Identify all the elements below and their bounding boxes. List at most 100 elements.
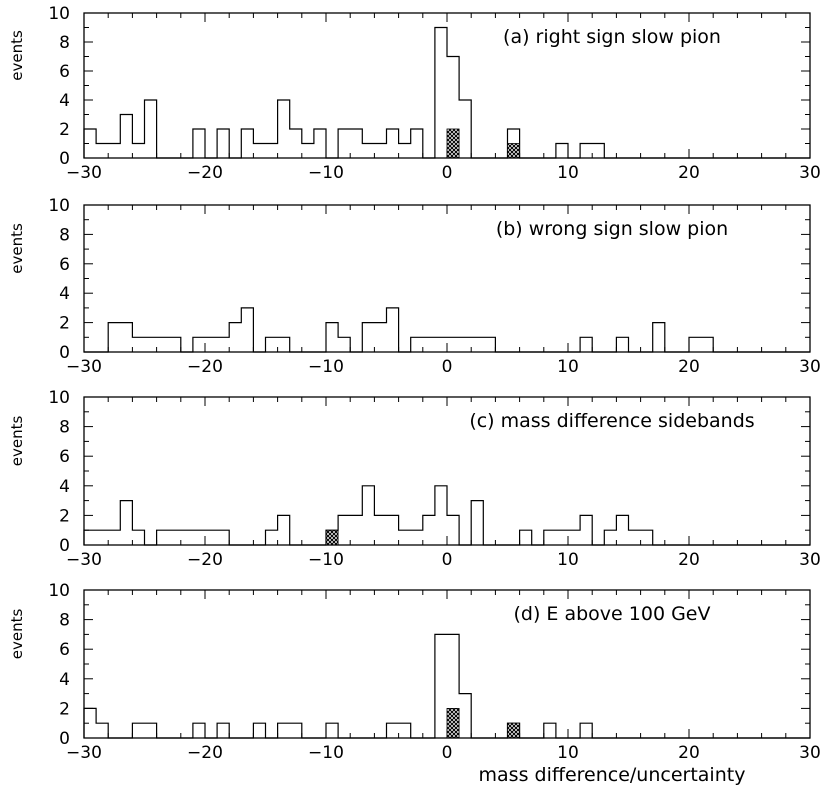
histogram-bin <box>338 337 350 352</box>
shaded-histogram-bin <box>446 128 460 159</box>
plot-frame <box>83 396 811 546</box>
x-axis-label: mass difference/uncertainty <box>479 764 746 786</box>
histogram-bin <box>157 337 169 352</box>
x-tick-label: 10 <box>557 357 579 377</box>
histogram-bin <box>435 634 447 738</box>
histogram-bin <box>132 337 144 352</box>
histogram-bin <box>169 530 181 545</box>
plot-frame <box>83 204 811 353</box>
histogram-bin <box>580 144 592 159</box>
histogram-bin <box>362 144 374 159</box>
y-tick-label: 8 <box>59 33 70 53</box>
histogram-bin <box>580 515 592 545</box>
x-tick-label: 30 <box>799 357 821 377</box>
y-tick-label: 2 <box>59 506 70 526</box>
shaded-histogram-bin <box>507 722 520 739</box>
histogram-bin <box>604 530 616 545</box>
histogram-bin <box>544 723 556 738</box>
y-tick-label: 0 <box>59 729 70 749</box>
histogram-bin <box>132 144 144 159</box>
x-tick-label: 10 <box>557 743 579 763</box>
histogram-bin <box>471 501 483 545</box>
histogram-bin <box>399 530 411 545</box>
histogram-bin <box>108 530 120 545</box>
y-tick-label: 6 <box>59 447 70 467</box>
histogram-bin <box>241 129 253 158</box>
histogram-bin <box>592 144 604 159</box>
histogram-bin <box>374 323 386 352</box>
histogram-bin <box>471 337 483 352</box>
histogram-outline <box>84 307 810 353</box>
x-tick-label: 20 <box>678 550 700 570</box>
histogram-bin <box>96 723 108 738</box>
y-tick-label: 6 <box>59 62 70 82</box>
histogram-bin <box>181 530 193 545</box>
histogram-bin <box>278 337 290 352</box>
histogram-bin <box>169 337 181 352</box>
histogram-bin <box>435 486 447 545</box>
histogram-bin <box>362 486 374 545</box>
x-tick-label: −30 <box>66 163 102 183</box>
histogram-bin <box>483 337 495 352</box>
y-axis-label: events <box>8 609 26 660</box>
histogram-bin <box>120 323 132 352</box>
histogram-bin <box>580 723 592 738</box>
y-tick-label: 10 <box>48 581 70 601</box>
histogram-bin <box>266 144 278 159</box>
histogram-bin <box>290 129 302 158</box>
x-tick-label: 0 <box>442 743 453 763</box>
histogram-bin <box>701 337 713 352</box>
histogram-bin <box>653 323 665 352</box>
histogram-bin <box>616 515 628 545</box>
histogram-bin <box>266 530 278 545</box>
shaded-histogram-bin <box>446 708 460 739</box>
histogram-bin <box>629 530 641 545</box>
histogram-bin <box>205 530 217 545</box>
histogram-bin <box>266 337 278 352</box>
y-tick-label: 4 <box>59 284 70 304</box>
y-tick-label: 10 <box>48 196 70 216</box>
histogram-bin <box>641 530 653 545</box>
y-tick-label: 8 <box>59 225 70 245</box>
histogram-bin <box>350 129 362 158</box>
histogram-bin <box>411 129 423 158</box>
panel-title: (b) wrong sign slow pion <box>496 218 728 240</box>
histogram-bin <box>423 515 435 545</box>
histogram-bin <box>205 337 217 352</box>
histogram-bin <box>326 723 338 738</box>
histogram-bin <box>193 530 205 545</box>
shaded-histogram-bin <box>325 529 339 546</box>
x-tick-label: 30 <box>799 743 821 763</box>
panel-a: −30 −20 −10 0 10 20 30 0 2 4 6 8 10 events (a) right s… <box>8 4 821 183</box>
plot-frame <box>83 589 811 739</box>
x-tick-label: −20 <box>187 743 223 763</box>
y-tick-label: 8 <box>59 611 70 631</box>
x-tick-label: −20 <box>187 163 223 183</box>
panel-d: −30 −20 −10 0 10 20 30 0 2 4 6 8 10 events (d) E above… <box>8 581 821 763</box>
x-tick-label: 0 <box>442 163 453 183</box>
panel-title: (c) mass difference sidebands <box>469 410 754 432</box>
histogram-bin <box>362 323 374 352</box>
histogram-bin <box>326 323 338 352</box>
histogram-bin <box>217 337 229 352</box>
histogram-bin <box>616 337 628 352</box>
y-tick-label: 6 <box>59 255 70 275</box>
histogram-bin <box>108 323 120 352</box>
x-tick-label: −20 <box>187 357 223 377</box>
histogram-bin <box>544 530 556 545</box>
x-tick-label: −30 <box>66 743 102 763</box>
histogram-bin <box>387 129 399 158</box>
histogram-bin <box>145 723 157 738</box>
histogram-bin <box>568 530 580 545</box>
y-tick-label: 2 <box>59 120 70 140</box>
histogram-bin <box>411 530 423 545</box>
y-axis-label: events <box>8 30 26 81</box>
histogram-bin <box>459 694 471 738</box>
histogram-bin <box>387 515 399 545</box>
histogram-bin <box>217 723 229 738</box>
histogram-bin <box>314 129 326 158</box>
y-axis-label: events <box>8 223 26 274</box>
histogram-bin <box>459 100 471 158</box>
histogram-bin <box>387 308 399 352</box>
histogram-bin <box>447 337 459 352</box>
